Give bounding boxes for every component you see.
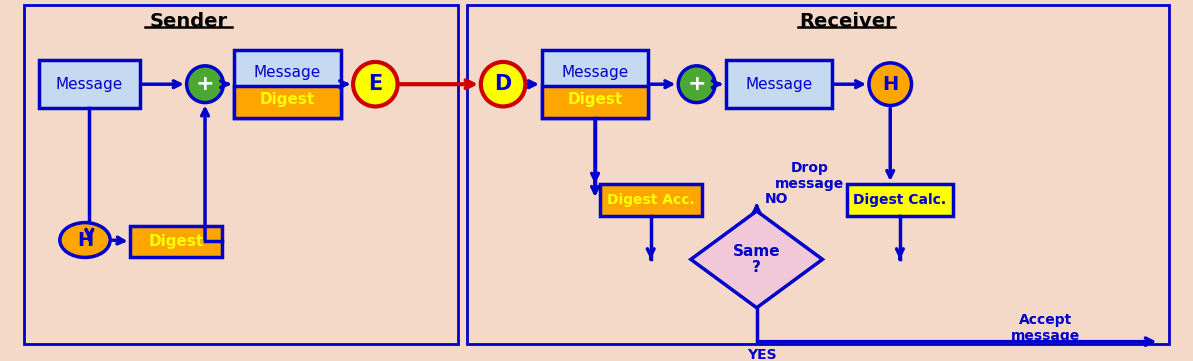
Bar	[600, 184, 701, 216]
Bar	[234, 50, 340, 118]
Text: Digest: Digest	[149, 234, 204, 249]
Text: Digest: Digest	[260, 92, 315, 107]
Text: D: D	[494, 74, 512, 94]
Circle shape	[481, 62, 525, 106]
Text: E: E	[369, 74, 383, 94]
Text: +: +	[687, 74, 706, 94]
Circle shape	[186, 66, 223, 103]
Bar	[38, 60, 140, 108]
Text: Same: Same	[733, 244, 780, 259]
Text: H: H	[76, 231, 93, 249]
Text: Digest: Digest	[568, 92, 623, 107]
Text: Drop
message: Drop message	[775, 161, 845, 191]
Text: Digest Calc.: Digest Calc.	[853, 193, 946, 207]
Circle shape	[679, 66, 715, 103]
Text: Digest Acc.: Digest Acc.	[607, 193, 694, 207]
Text: ?: ?	[753, 260, 761, 275]
Bar	[847, 184, 953, 216]
Text: Accept
message: Accept message	[1010, 313, 1080, 343]
Circle shape	[869, 63, 911, 105]
Text: Sender: Sender	[149, 12, 228, 31]
Polygon shape	[691, 211, 822, 308]
Text: YES: YES	[747, 348, 777, 361]
Text: Message: Message	[562, 65, 629, 79]
Ellipse shape	[60, 223, 110, 257]
Text: Message: Message	[746, 77, 812, 92]
Bar	[130, 226, 222, 257]
Text: Receiver: Receiver	[799, 12, 895, 31]
Text: NO: NO	[765, 192, 787, 206]
Text: Message: Message	[56, 77, 123, 92]
Bar	[468, 5, 1169, 344]
Bar	[234, 86, 340, 118]
Text: H: H	[882, 75, 898, 94]
Bar	[24, 5, 458, 344]
Text: Message: Message	[254, 65, 321, 79]
Circle shape	[353, 62, 397, 106]
Bar	[542, 86, 648, 118]
Text: +: +	[196, 74, 215, 94]
Bar	[542, 50, 648, 118]
Bar	[725, 60, 833, 108]
